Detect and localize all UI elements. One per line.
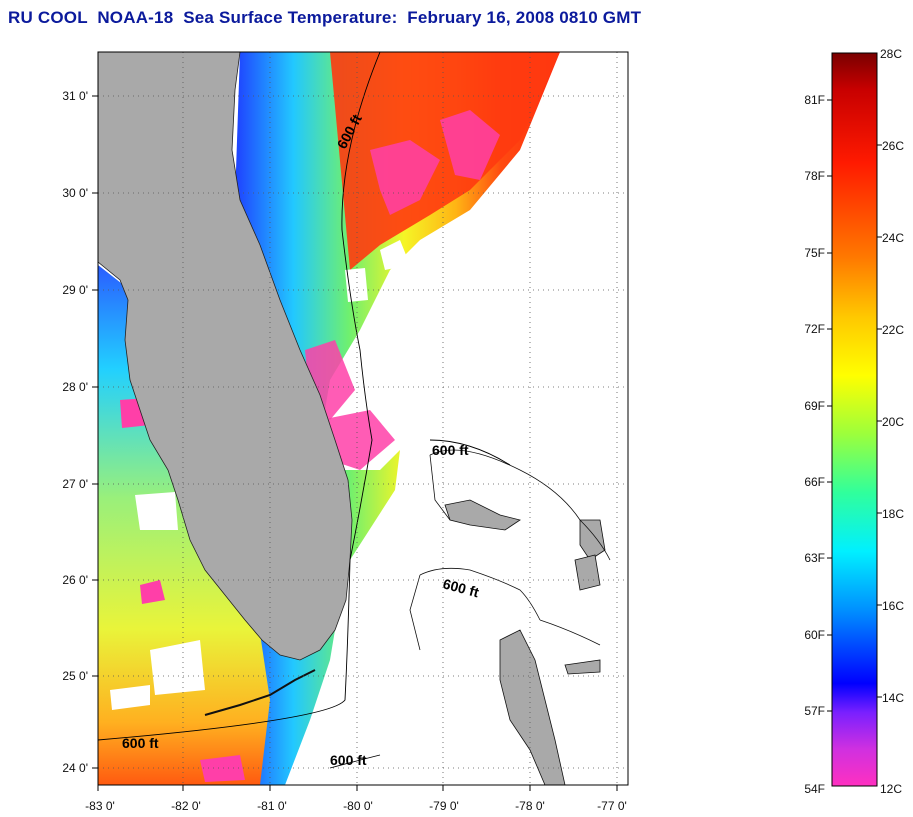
fahrenheit-label: 75F <box>804 246 825 260</box>
lon-label: -81 0' <box>257 799 287 813</box>
fahrenheit-label: 72F <box>804 322 825 336</box>
celsius-label: 20C <box>882 415 904 429</box>
fahrenheit-label: 69F <box>804 399 825 413</box>
gridlines <box>98 52 628 785</box>
lat-label: 24 0' <box>62 761 88 775</box>
contour-label: 600 ft <box>432 442 469 458</box>
colorbar-celsius-labels: 28C 26C 24C 22C 20C 18C 16C 14C 12C <box>880 47 904 796</box>
fahrenheit-label: 66F <box>804 475 825 489</box>
celsius-label: 26C <box>882 139 904 153</box>
lon-label: -77 0' <box>597 799 627 813</box>
tick-marks <box>92 95 618 791</box>
lon-label: -80 0' <box>343 799 373 813</box>
contour-label: 600 ft <box>122 735 159 751</box>
celsius-label: 12C <box>880 782 902 796</box>
cloud-holes <box>110 240 410 710</box>
celsius-label: 24C <box>882 231 904 245</box>
colorbar-ticks <box>827 99 882 712</box>
plot-frame <box>97 51 629 786</box>
fahrenheit-label: 78F <box>804 169 825 183</box>
florida-keys <box>204 669 316 716</box>
lat-label: 29 0' <box>62 283 88 297</box>
lat-label: 28 0' <box>62 380 88 394</box>
depth-contours <box>98 52 511 769</box>
lon-axis-labels: -83 0' -82 0' -81 0' -80 0' -79 0' -78 0… <box>85 799 627 813</box>
map-title: RU COOL NOAA-18 Sea Surface Temperature:… <box>8 8 642 27</box>
lat-label: 27 0' <box>62 477 88 491</box>
lat-label: 31 0' <box>62 89 88 103</box>
lon-label: -79 0' <box>429 799 459 813</box>
lon-label: -78 0' <box>515 799 545 813</box>
lat-axis-labels: 31 0' 30 0' 29 0' 28 0' 27 0' 26 0' 25 0… <box>62 89 88 775</box>
celsius-label: 28C <box>880 47 902 61</box>
lat-label: 26 0' <box>62 573 88 587</box>
celsius-label: 16C <box>882 599 904 613</box>
fahrenheit-label: 54F <box>804 782 825 796</box>
bahamas-islands <box>444 499 606 785</box>
celsius-label: 22C <box>882 323 904 337</box>
colorbar-fahrenheit-labels: 81F 78F 75F 72F 69F 66F 63F 60F 57F 54F <box>804 93 825 796</box>
fahrenheit-label: 63F <box>804 551 825 565</box>
lat-label: 30 0' <box>62 186 88 200</box>
gulf-stream-core <box>330 52 560 270</box>
contour-label: 600 ft <box>330 752 367 768</box>
fahrenheit-label: 60F <box>804 628 825 642</box>
celsius-label: 18C <box>882 507 904 521</box>
fahrenheit-label: 57F <box>804 704 825 718</box>
colorbar <box>831 52 878 787</box>
florida-land <box>98 52 353 661</box>
lat-label: 25 0' <box>62 669 88 683</box>
celsius-label: 14C <box>882 691 904 705</box>
lon-label: -82 0' <box>171 799 201 813</box>
fahrenheit-label: 81F <box>804 93 825 107</box>
lon-label: -83 0' <box>85 799 115 813</box>
